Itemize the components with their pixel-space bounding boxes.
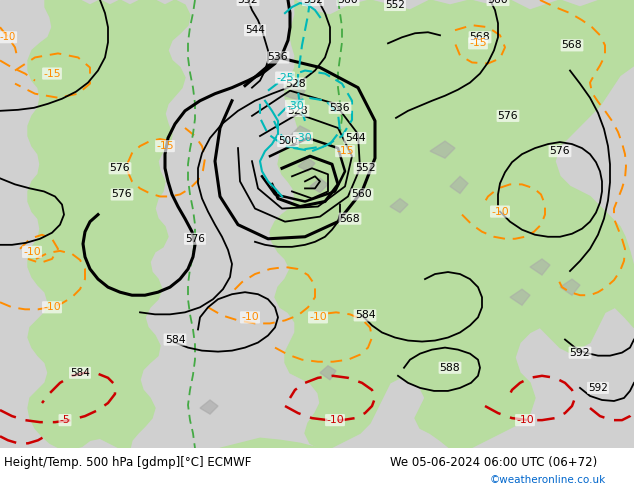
- Text: 560: 560: [352, 190, 372, 199]
- Text: 536: 536: [330, 103, 351, 113]
- Text: Height/Temp. 500 hPa [gdmp][°C] ECMWF: Height/Temp. 500 hPa [gdmp][°C] ECMWF: [4, 456, 251, 469]
- Text: 552: 552: [238, 0, 258, 5]
- Text: 592: 592: [570, 347, 590, 358]
- Text: 536: 536: [268, 52, 288, 62]
- Text: 552: 552: [385, 0, 405, 10]
- Polygon shape: [220, 438, 330, 448]
- Text: 584: 584: [70, 368, 90, 378]
- Text: -10: -10: [516, 415, 534, 425]
- Text: 584: 584: [165, 335, 185, 344]
- Polygon shape: [560, 279, 580, 295]
- Text: -10: -10: [309, 312, 327, 322]
- Text: 528: 528: [288, 106, 308, 116]
- Polygon shape: [200, 400, 218, 414]
- Text: -15: -15: [336, 146, 354, 156]
- Text: 568: 568: [562, 40, 582, 50]
- Polygon shape: [285, 86, 305, 101]
- Text: 560: 560: [488, 0, 508, 5]
- Polygon shape: [270, 0, 634, 448]
- Text: 576: 576: [498, 111, 519, 121]
- Text: -15: -15: [43, 69, 61, 78]
- Text: 528: 528: [285, 78, 306, 89]
- Text: 544: 544: [345, 133, 365, 143]
- Text: 592: 592: [588, 383, 608, 393]
- Polygon shape: [450, 176, 468, 194]
- Text: -10: -10: [43, 302, 61, 312]
- Text: -30: -30: [294, 133, 312, 143]
- Text: 576: 576: [550, 146, 571, 156]
- Text: -15: -15: [469, 38, 487, 49]
- Text: -10: -10: [23, 247, 41, 257]
- Polygon shape: [320, 366, 336, 380]
- Text: -10: -10: [241, 312, 259, 322]
- Text: 584: 584: [354, 310, 375, 320]
- Text: 568: 568: [470, 32, 490, 42]
- Text: 576: 576: [110, 163, 131, 173]
- Polygon shape: [530, 259, 550, 275]
- Text: 552: 552: [354, 163, 375, 173]
- Polygon shape: [290, 126, 310, 141]
- Text: 544: 544: [245, 25, 265, 35]
- Text: -30: -30: [286, 101, 304, 111]
- Text: 560: 560: [338, 0, 358, 5]
- Polygon shape: [510, 289, 530, 305]
- Text: -10: -10: [0, 32, 16, 42]
- Text: 500: 500: [278, 136, 298, 146]
- Text: -10: -10: [491, 207, 509, 217]
- Text: We 05-06-2024 06:00 UTC (06+72): We 05-06-2024 06:00 UTC (06+72): [390, 456, 597, 469]
- Text: 552: 552: [303, 0, 323, 5]
- Polygon shape: [28, 0, 190, 448]
- Text: 588: 588: [440, 363, 460, 373]
- Text: ©weatheronline.co.uk: ©weatheronline.co.uk: [490, 475, 606, 485]
- Polygon shape: [298, 158, 315, 172]
- Polygon shape: [310, 178, 328, 193]
- Polygon shape: [430, 141, 455, 158]
- Text: 576: 576: [112, 190, 133, 199]
- Text: -15: -15: [156, 141, 174, 151]
- Text: 576: 576: [185, 234, 205, 244]
- Polygon shape: [390, 198, 408, 213]
- Text: 568: 568: [340, 214, 360, 223]
- Text: -25: -25: [276, 73, 294, 83]
- Text: -5: -5: [60, 415, 70, 425]
- Text: -10: -10: [326, 415, 344, 425]
